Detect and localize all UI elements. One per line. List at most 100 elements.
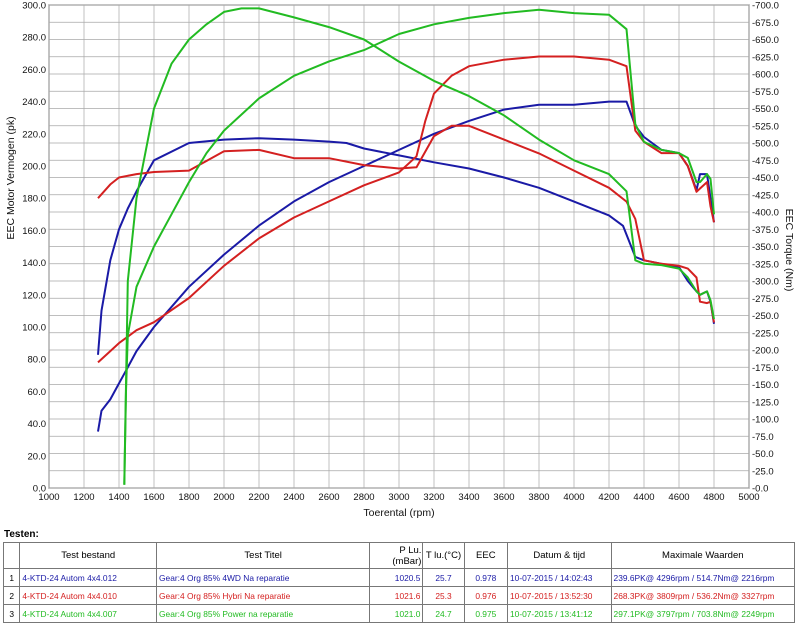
row-temperature: 24.7 [422, 604, 465, 623]
y-left-axis-label: EEC Motor Vermogen (pk) [5, 116, 17, 239]
x-tick-label: 2000 [213, 492, 234, 503]
x-tick-label: 4000 [563, 492, 584, 503]
y-right-tick-label: -675.0 [752, 18, 779, 29]
row-date-time: 10-07-2015 / 13:41:12 [507, 604, 612, 623]
x-tick-label: 5000 [738, 492, 759, 503]
y-right-tick-label: -300.0 [752, 277, 779, 288]
tests-header-row: Test bestand Test Titel P Lu.(mBar) T lu… [2, 542, 796, 569]
y-left-tick-label: 300.0 [22, 1, 46, 12]
y-left-tick-label: 120.0 [22, 290, 46, 301]
row-test-title: Gear:4 Org 85% Power na reparatie [156, 604, 371, 623]
y-right-tick-label: -500.0 [752, 139, 779, 150]
y-right-tick-label: -75.0 [752, 432, 774, 443]
header-temperature: T lu.(°C) [422, 542, 465, 569]
row-test-file: 4-KTD-24 Autom 4x4.012 [19, 568, 158, 587]
table-row[interactable]: 2 4-KTD-24 Autom 4x4.010 Gear:4 Org 85% … [2, 586, 796, 605]
row-index: 1 [2, 568, 21, 587]
y-right-tick-label: -625.0 [752, 52, 779, 63]
dyno-chart: 1000 1200 1400 1600 1800 2000 2200 2400 2600 2800… [5, 1, 795, 520]
row-test-title: Gear:4 Org 85% Hybri Na reparatie [156, 586, 371, 605]
x-tick-label: 3400 [458, 492, 479, 503]
y-right-axis-ticks: -0.0 -25.0 -50.0 -75.0 -100.0 -125.0 -150.0 -17… [752, 1, 779, 495]
header-max-values: Maximale Waarden [610, 542, 796, 569]
row-max-values: 297.1PK@ 3797rpm / 703.8Nm@ 2249rpm [610, 604, 796, 623]
y-right-tick-label: -0.0 [752, 484, 768, 495]
row-temperature: 25.7 [422, 568, 465, 587]
y-right-tick-label: -350.0 [752, 242, 779, 253]
y-left-tick-label: 180.0 [22, 194, 46, 205]
y-right-tick-label: -600.0 [752, 70, 779, 81]
header-eec: EEC [463, 542, 509, 569]
y-left-tick-label: 280.0 [22, 33, 46, 44]
x-tick-label: 3000 [388, 492, 409, 503]
series-line-4 [97, 124, 715, 323]
y-right-tick-label: -100.0 [752, 415, 779, 426]
x-axis-ticks: 1000 1200 1400 1600 1800 2000 2200 2400 2600 2800… [38, 492, 759, 503]
x-tick-label: 2600 [318, 492, 339, 503]
row-max-values: 268.3PK@ 3809rpm / 536.2Nm@ 3327rpm [610, 586, 796, 605]
row-index: 3 [2, 604, 21, 623]
y-left-tick-label: 40.0 [28, 419, 47, 430]
tests-title: Testen: [4, 529, 39, 540]
x-tick-label: 1600 [143, 492, 164, 503]
y-right-tick-label: -225.0 [752, 328, 779, 339]
y-right-tick-label: -200.0 [752, 346, 779, 357]
y-right-tick-label: -375.0 [752, 225, 779, 236]
y-right-tick-label: -150.0 [752, 380, 779, 391]
y-left-tick-label: 20.0 [28, 451, 47, 462]
y-right-tick-label: -700.0 [752, 1, 779, 12]
x-tick-label: 2200 [248, 492, 269, 503]
row-index: 2 [2, 586, 21, 605]
row-test-file: 4-KTD-24 Autom 4x4.007 [19, 604, 158, 623]
y-left-tick-label: 140.0 [22, 258, 46, 269]
header-pressure: P Lu.(mBar) [369, 542, 424, 569]
row-test-file: 4-KTD-24 Autom 4x4.010 [19, 586, 158, 605]
table-row[interactable]: 3 4-KTD-24 Autom 4x4.007 Gear:4 Org 85% … [2, 604, 796, 623]
x-tick-label: 1000 [38, 492, 59, 503]
header-date-time: Datum & tijd [507, 542, 612, 569]
y-right-tick-label: -325.0 [752, 259, 779, 270]
y-right-tick-label: -25.0 [752, 466, 774, 477]
x-tick-label: 1800 [178, 492, 199, 503]
tests-table: Test bestand Test Titel P Lu.(mBar) T lu… [2, 542, 796, 623]
row-temperature: 25.3 [422, 586, 465, 605]
y-right-axis-label: EEC Torque (Nm) [783, 209, 795, 292]
row-eec: 0.976 [463, 586, 509, 605]
y-right-tick-label: -425.0 [752, 190, 779, 201]
x-tick-label: 1400 [108, 492, 129, 503]
y-right-tick-label: -550.0 [752, 104, 779, 115]
row-pressure: 1020.5 [369, 568, 424, 587]
row-pressure: 1021.0 [369, 604, 424, 623]
header-index [2, 542, 21, 569]
y-left-tick-label: 240.0 [22, 97, 46, 108]
row-date-time: 10-07-2015 / 13:52:30 [507, 586, 612, 605]
series-line-6 [123, 7, 715, 485]
y-right-tick-label: -125.0 [752, 397, 779, 408]
y-right-tick-label: -175.0 [752, 363, 779, 374]
header-test-file: Test bestand [19, 542, 158, 569]
row-pressure: 1021.6 [369, 586, 424, 605]
y-left-tick-label: 80.0 [28, 355, 47, 366]
y-left-tick-label: 220.0 [22, 129, 46, 140]
row-max-values: 239.6PK@ 4296rpm / 514.7Nm@ 2216rpm [610, 568, 796, 587]
row-test-title: Gear:4 Org 85% 4WD Na reparatie [156, 568, 371, 587]
y-left-tick-label: 60.0 [28, 387, 47, 398]
chart-series [97, 7, 715, 485]
x-tick-label: 3800 [528, 492, 549, 503]
row-eec: 0.975 [463, 604, 509, 623]
y-right-tick-label: -275.0 [752, 294, 779, 305]
y-right-tick-label: -575.0 [752, 87, 779, 98]
y-right-tick-label: -650.0 [752, 35, 779, 46]
x-axis-label: Toerental (rpm) [363, 507, 434, 519]
y-left-tick-label: 200.0 [22, 162, 46, 173]
y-right-tick-label: -250.0 [752, 311, 779, 322]
header-test-title: Test Titel [156, 542, 371, 569]
row-date-time: 10-07-2015 / 14:02:43 [507, 568, 612, 587]
table-row[interactable]: 1 4-KTD-24 Autom 4x4.012 Gear:4 Org 85% … [2, 568, 796, 587]
x-tick-label: 1200 [73, 492, 94, 503]
x-tick-label: 4600 [668, 492, 689, 503]
series-line-3 [97, 55, 715, 364]
series-line-5 [123, 8, 715, 485]
x-tick-label: 4200 [598, 492, 619, 503]
y-right-tick-label: -450.0 [752, 173, 779, 184]
